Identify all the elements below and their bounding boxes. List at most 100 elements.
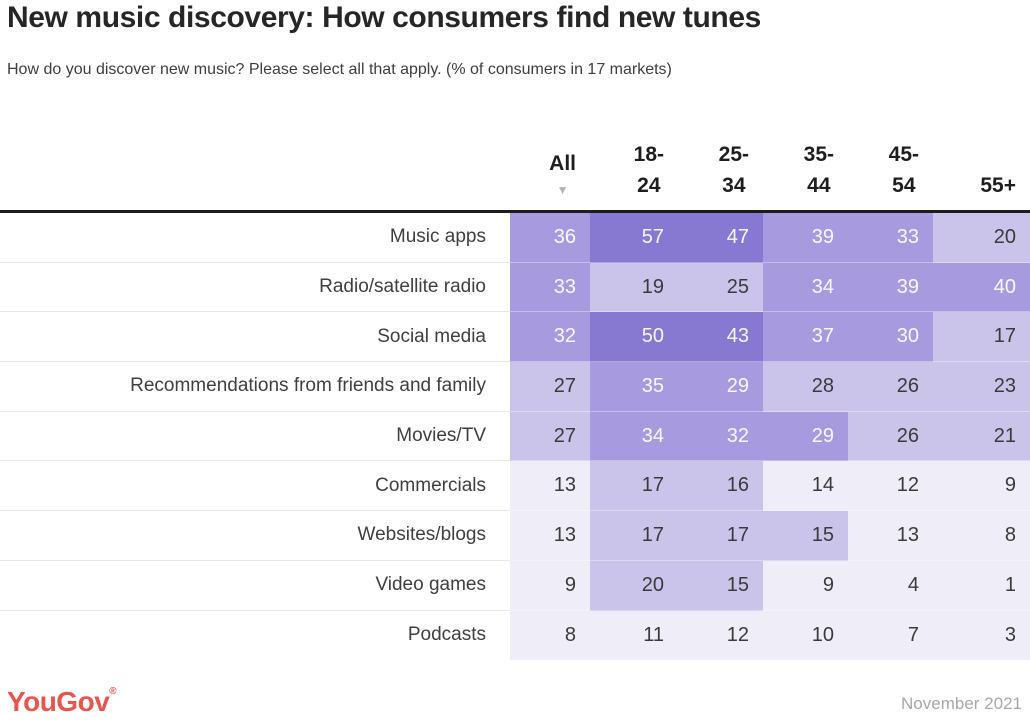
table-row: Video games 9 20 15 9 4 1: [0, 560, 1030, 611]
column-header-label: 34: [722, 174, 746, 197]
column-header-inner: 35- 44: [804, 139, 834, 201]
value-cell: 17: [678, 511, 763, 561]
value-cell: 36: [510, 213, 590, 263]
value-cell: 13: [848, 511, 933, 561]
value-cell: 33: [510, 262, 590, 313]
heatmap-table: All ▼ 18- 24 25- 34 35- 44 45- 54 55+ Music apps 36…: [0, 130, 1030, 661]
value-cell: 1: [933, 560, 1030, 611]
column-header-45-54: 45- 54: [848, 139, 933, 210]
table-header-row: All ▼ 18- 24 25- 34 35- 44 45- 54 55+: [0, 130, 1030, 210]
value-cell: 17: [933, 312, 1030, 363]
value-cell: 50: [590, 312, 678, 363]
date-label: November 2021: [901, 694, 1022, 713]
row-label: Radio/satellite radio: [0, 262, 510, 313]
value-cell: 16: [678, 461, 763, 512]
value-cell: 13: [510, 511, 590, 561]
value-cell: 34: [590, 411, 678, 462]
value-cell: 57: [590, 213, 678, 263]
row-label: Video games: [0, 560, 510, 611]
column-header-label: 54: [892, 174, 916, 197]
value-cell: 43: [678, 312, 763, 363]
value-cell: 32: [678, 411, 763, 462]
row-label: Podcasts: [0, 610, 510, 661]
value-cell: 26: [848, 362, 933, 412]
value-cell: 20: [590, 560, 678, 611]
column-header-18-24: 18- 24: [590, 139, 678, 210]
value-cell: 9: [763, 560, 848, 611]
table-row: Radio/satellite radio 33 19 25 34 39 40: [0, 262, 1030, 313]
value-cell: 30: [848, 312, 933, 363]
table-row: Music apps 36 57 47 39 33 20: [0, 213, 1030, 263]
value-cell: 25: [678, 262, 763, 313]
yougov-logo-text: YouGov: [7, 686, 110, 717]
value-cell: 47: [678, 213, 763, 263]
value-cell: 17: [590, 461, 678, 512]
value-cell: 21: [933, 411, 1030, 462]
value-cell: 19: [590, 262, 678, 313]
value-cell: 11: [590, 610, 678, 661]
column-header-inner: 25- 34: [719, 139, 749, 201]
value-cell: 15: [678, 560, 763, 611]
table-row: Recommendations from friends and family 2…: [0, 362, 1030, 412]
value-cell: 27: [510, 411, 590, 462]
sort-descending-icon: ▼: [556, 183, 569, 197]
value-cell: 7: [848, 610, 933, 661]
value-cell: 23: [933, 362, 1030, 412]
table-row: Podcasts 8 11 12 10 7 3: [0, 610, 1030, 661]
table-row: Movies/TV 27 34 32 29 26 21: [0, 411, 1030, 462]
row-label: Recommendations from friends and family: [0, 362, 510, 412]
value-cell: 29: [763, 411, 848, 462]
value-cell: 40: [933, 262, 1030, 313]
survey-question-subtitle: How do you discover new music? Please se…: [7, 61, 672, 78]
column-header-all[interactable]: All ▼: [510, 148, 590, 210]
row-label: Websites/blogs: [0, 511, 510, 561]
column-header-inner: 18- 24: [634, 139, 664, 201]
value-cell: 37: [763, 312, 848, 363]
column-header-inner: 55+: [980, 170, 1016, 201]
table-row: Websites/blogs 13 17 17 15 13 8: [0, 511, 1030, 561]
column-header-55: 55+: [933, 170, 1030, 210]
value-cell: 14: [763, 461, 848, 512]
registered-trademark-icon: ®: [109, 686, 117, 697]
column-header-label: 18-: [633, 143, 664, 166]
column-header-35-44: 35- 44: [763, 139, 848, 210]
column-header-label: 24: [637, 174, 661, 197]
value-cell: 9: [933, 461, 1030, 512]
row-label: Music apps: [0, 213, 510, 263]
value-cell: 12: [848, 461, 933, 512]
value-cell: 27: [510, 362, 590, 412]
value-cell: 15: [763, 511, 848, 561]
table-row: Commercials 13 17 16 14 12 9: [0, 461, 1030, 512]
value-cell: 20: [933, 213, 1030, 263]
value-cell: 9: [510, 560, 590, 611]
value-cell: 8: [933, 511, 1030, 561]
value-cell: 10: [763, 610, 848, 661]
value-cell: 12: [678, 610, 763, 661]
column-header-label: All: [549, 152, 576, 175]
column-header-inner: 45- 54: [889, 139, 919, 201]
value-cell: 8: [510, 610, 590, 661]
page-title: New music discovery: How consumers find …: [7, 1, 761, 34]
value-cell: 39: [763, 213, 848, 263]
row-label: Social media: [0, 312, 510, 363]
column-header-label: 45-: [888, 143, 919, 166]
value-cell: 17: [590, 511, 678, 561]
value-cell: 35: [590, 362, 678, 412]
column-header-label: 55+: [980, 174, 1016, 197]
row-label: Commercials: [0, 461, 510, 512]
table-row: Social media 32 50 43 37 30 17: [0, 312, 1030, 363]
column-header-label: 25-: [718, 143, 749, 166]
value-cell: 13: [510, 461, 590, 512]
row-label: Movies/TV: [0, 411, 510, 462]
value-cell: 32: [510, 312, 590, 363]
value-cell: 29: [678, 362, 763, 412]
value-cell: 3: [933, 610, 1030, 661]
value-cell: 26: [848, 411, 933, 462]
table-body: Music apps 36 57 47 39 33 20 Radio/satellite ra…: [0, 210, 1030, 661]
column-header-label: 44: [807, 174, 831, 197]
column-header-inner: All ▼: [549, 148, 576, 201]
value-cell: 39: [848, 262, 933, 313]
value-cell: 33: [848, 213, 933, 263]
column-header-label: 35-: [803, 143, 834, 166]
